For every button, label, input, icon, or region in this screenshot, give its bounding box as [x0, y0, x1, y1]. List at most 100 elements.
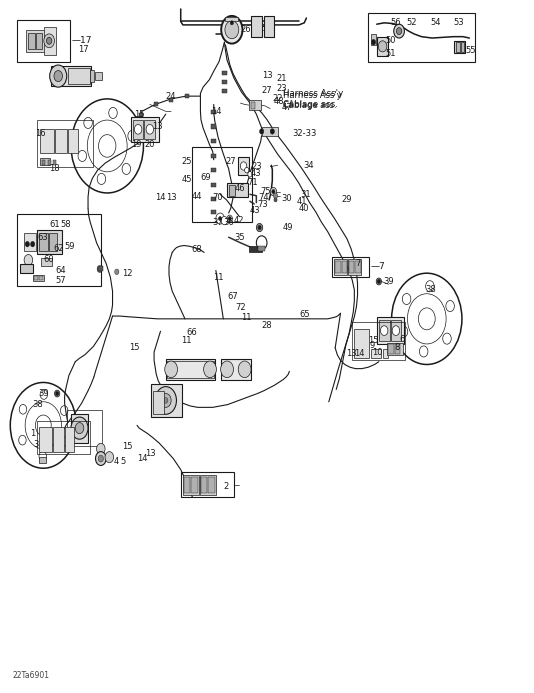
Text: 13: 13: [146, 448, 156, 457]
Circle shape: [371, 40, 375, 45]
Circle shape: [274, 198, 277, 202]
Text: 14: 14: [211, 107, 222, 116]
Text: 2: 2: [223, 482, 229, 491]
Text: 39: 39: [38, 389, 49, 398]
Text: 14: 14: [355, 349, 365, 358]
Bar: [17, 213, 101, 286]
Text: 67: 67: [227, 292, 238, 301]
Bar: [153, 391, 164, 414]
Text: 69: 69: [200, 173, 211, 182]
Bar: [40, 158, 50, 165]
Text: 42: 42: [234, 216, 245, 225]
Bar: [96, 72, 102, 80]
Text: 25: 25: [182, 157, 192, 166]
Circle shape: [161, 394, 171, 407]
Text: 45: 45: [182, 175, 192, 184]
Text: 53: 53: [453, 18, 464, 27]
Bar: [65, 427, 74, 452]
Text: 62: 62: [53, 244, 64, 253]
Bar: [211, 182, 216, 186]
Circle shape: [248, 172, 252, 177]
Circle shape: [25, 241, 29, 247]
Text: 40: 40: [299, 204, 310, 213]
Circle shape: [115, 269, 119, 274]
Circle shape: [240, 162, 247, 170]
Bar: [342, 261, 347, 273]
Circle shape: [273, 193, 278, 198]
Text: 19: 19: [131, 140, 142, 149]
Bar: [39, 457, 46, 463]
Text: 30: 30: [281, 194, 292, 203]
Text: 36: 36: [223, 218, 234, 227]
Bar: [249, 100, 261, 110]
Circle shape: [216, 213, 224, 224]
Bar: [68, 69, 90, 84]
Bar: [208, 477, 215, 493]
Text: 73: 73: [257, 200, 268, 209]
Text: 20: 20: [145, 140, 155, 149]
Text: 6: 6: [399, 335, 404, 344]
Bar: [200, 475, 216, 495]
Bar: [456, 42, 460, 52]
Text: 47: 47: [282, 103, 293, 112]
Bar: [184, 477, 190, 493]
Text: 12: 12: [122, 269, 132, 278]
Text: 48: 48: [273, 97, 284, 106]
Text: 27: 27: [225, 157, 236, 166]
Text: 57: 57: [55, 276, 66, 285]
Bar: [169, 98, 173, 103]
Circle shape: [54, 71, 62, 82]
Bar: [352, 322, 405, 360]
Bar: [26, 30, 45, 52]
Bar: [376, 317, 404, 344]
Text: 41: 41: [297, 197, 308, 206]
Bar: [454, 41, 465, 53]
Bar: [53, 427, 64, 452]
Bar: [68, 130, 78, 153]
Bar: [222, 80, 227, 85]
Bar: [334, 259, 347, 274]
Circle shape: [97, 444, 105, 455]
Text: 15: 15: [134, 110, 144, 119]
Text: 60: 60: [43, 255, 54, 264]
Circle shape: [227, 215, 232, 222]
Circle shape: [46, 37, 52, 44]
Bar: [356, 261, 361, 273]
Text: —17: —17: [72, 36, 92, 45]
Text: 70: 70: [213, 193, 223, 202]
Text: 11: 11: [213, 273, 223, 282]
Bar: [249, 245, 262, 252]
Text: 11: 11: [180, 337, 191, 346]
Text: 15: 15: [122, 441, 132, 450]
Bar: [201, 477, 207, 493]
Circle shape: [256, 223, 263, 231]
Bar: [24, 233, 36, 251]
Bar: [211, 168, 216, 173]
Bar: [39, 233, 48, 251]
Bar: [48, 161, 51, 165]
Text: 26: 26: [240, 25, 251, 34]
Text: 11: 11: [241, 313, 252, 322]
Circle shape: [221, 361, 233, 378]
Circle shape: [75, 423, 84, 434]
Bar: [211, 139, 216, 143]
Bar: [151, 384, 182, 417]
Text: 23: 23: [277, 84, 287, 93]
Bar: [211, 197, 216, 201]
Circle shape: [225, 21, 239, 39]
Bar: [37, 421, 90, 455]
Text: 43: 43: [251, 169, 262, 178]
Bar: [154, 102, 158, 106]
Text: 64: 64: [55, 266, 66, 275]
Circle shape: [392, 326, 399, 335]
Bar: [28, 33, 35, 49]
Text: 15: 15: [130, 344, 140, 352]
Bar: [355, 328, 370, 358]
Circle shape: [97, 265, 103, 272]
Circle shape: [221, 216, 227, 225]
Text: 5: 5: [120, 457, 125, 466]
Text: 58: 58: [60, 220, 71, 229]
Bar: [44, 27, 56, 55]
Circle shape: [50, 65, 67, 87]
Text: 23: 23: [251, 162, 262, 171]
